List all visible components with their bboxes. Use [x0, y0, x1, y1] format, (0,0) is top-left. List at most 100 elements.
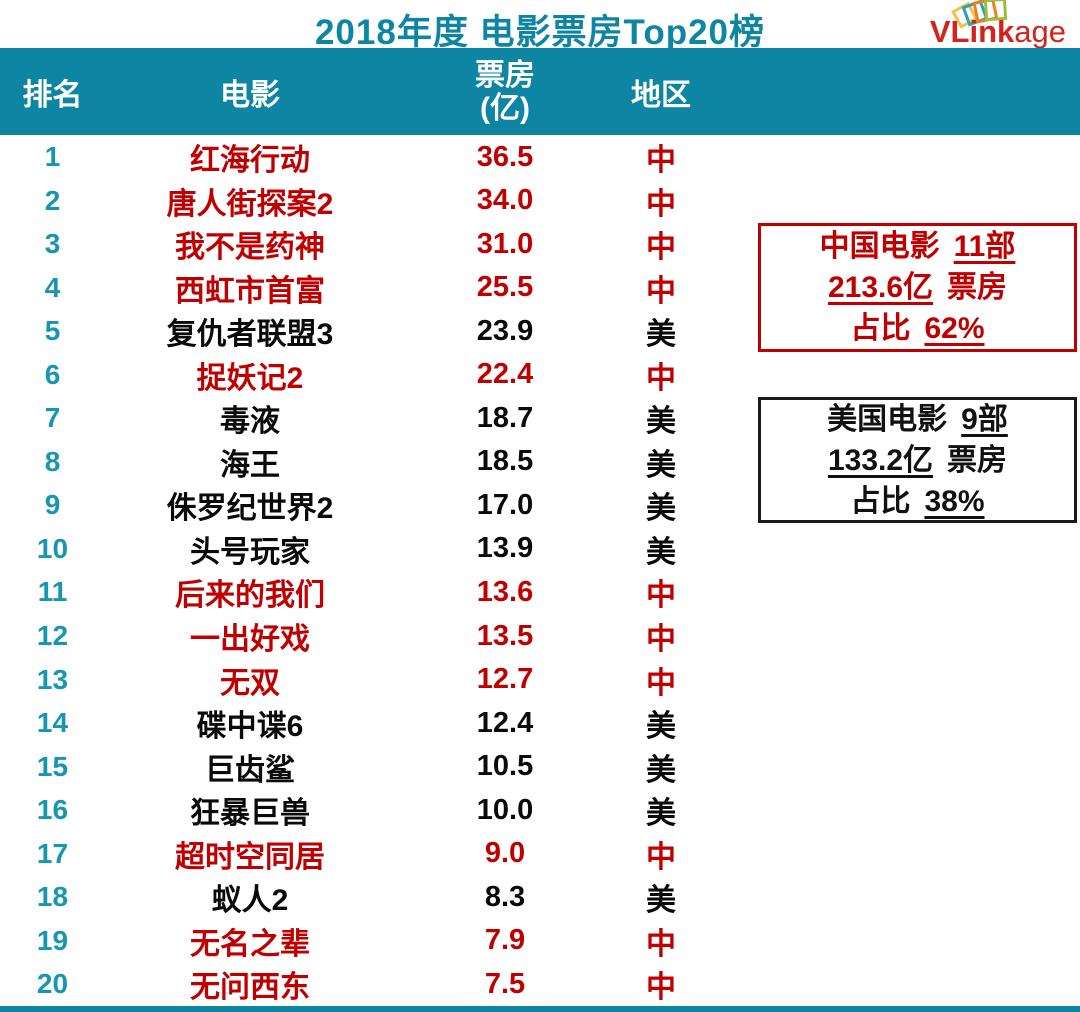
boxoffice-cell: 7.5 — [484, 967, 526, 1000]
header-boxoffice-line1: 票房 — [475, 58, 535, 92]
movie-cell: 一出好戏 — [190, 623, 310, 657]
table-row: 17 超时空同居 9.0 中 — [0, 832, 1080, 876]
region-cell: 美 — [646, 492, 676, 526]
movie-cell: 无问西东 — [190, 971, 310, 1005]
page-title: 2018年度 电影票房Top20榜 — [314, 13, 766, 52]
region-cell: 中 — [646, 187, 676, 221]
rank-cell: 19 — [36, 924, 69, 956]
table-row: 12 一出好戏 13.5 中 — [0, 614, 1080, 658]
bottom-accent-bar — [0, 1006, 1080, 1012]
usa-count: 9部 — [961, 402, 1008, 436]
header-rank: 排名 — [22, 78, 83, 112]
boxoffice-cell: 25.5 — [476, 271, 534, 304]
region-cell: 中 — [646, 927, 676, 961]
movie-cell: 毒液 — [220, 405, 280, 439]
usa-summary-line2: 133.2亿 票房 — [827, 443, 1008, 477]
boxoffice-cell: 12.7 — [476, 663, 534, 696]
region-cell: 中 — [646, 144, 676, 177]
china-summary-box: 中国电影 11部 213.6亿 票房 占比 62% — [758, 223, 1077, 352]
region-cell: 美 — [646, 318, 676, 352]
logo-text-bold: VLink — [929, 14, 1015, 49]
movie-cell: 蚁人2 — [211, 884, 289, 918]
movie-cell: 我不是药神 — [175, 231, 325, 265]
boxoffice-cell: 7.9 — [484, 924, 526, 957]
movie-cell: 后来的我们 — [175, 579, 325, 613]
table-row: 11 后来的我们 13.6 中 — [0, 570, 1080, 614]
rank-cell: 4 — [44, 271, 61, 303]
usa-summary-line3: 占比 38% — [850, 484, 985, 518]
movie-cell: 西虹市首富 — [175, 274, 325, 308]
table-row: 7 毒液 18.7 美 — [0, 396, 1080, 440]
table-row: 15 巨齿鲨 10.5 美 — [0, 745, 1080, 789]
rank-cell: 18 — [36, 881, 69, 913]
rank-cell: 20 — [36, 968, 69, 1000]
stacked-cards-icon — [951, 0, 1008, 29]
table-row: 13 无双 12.7 中 — [0, 658, 1080, 702]
boxoffice-cell: 18.5 — [476, 445, 534, 478]
rank-cell: 11 — [37, 576, 68, 608]
rank-cell: 12 — [36, 620, 69, 652]
movie-cell: 超时空同居 — [175, 840, 325, 874]
region-cell: 美 — [646, 405, 676, 439]
region-cell: 美 — [646, 448, 676, 482]
rank-cell: 10 — [36, 532, 69, 564]
movie-cell: 红海行动 — [190, 144, 310, 177]
movie-cell: 侏罗纪世界2 — [166, 492, 334, 526]
boxoffice-cell: 23.9 — [476, 314, 534, 347]
table-row: 1 红海行动 36.5 中 — [0, 135, 1080, 179]
usa-total: 133.2亿 — [827, 443, 934, 477]
rank-cell: 7 — [44, 402, 61, 434]
region-cell: 美 — [646, 797, 676, 831]
boxoffice-cell: 18.7 — [476, 401, 534, 434]
boxoffice-cell: 12.4 — [476, 706, 534, 739]
logo-text: VLinkage — [930, 14, 1066, 50]
vlinkage-logo: VLinkage — [896, 0, 1066, 50]
rank-cell: 2 — [44, 184, 61, 216]
boxoffice-cell: 36.5 — [476, 140, 534, 173]
boxoffice-cell: 34.0 — [476, 184, 534, 217]
region-cell: 美 — [646, 535, 676, 569]
region-cell: 中 — [646, 666, 676, 700]
region-cell: 美 — [646, 753, 676, 787]
usa-share: 38% — [924, 484, 985, 518]
movie-cell: 无名之辈 — [190, 927, 310, 961]
usa-summary-line1: 美国电影 9部 — [827, 402, 1008, 436]
movie-cell: 捉妖记2 — [196, 361, 304, 395]
boxoffice-cell: 8.3 — [484, 880, 526, 913]
boxoffice-cell: 22.4 — [476, 358, 534, 391]
boxoffice-cell: 13.6 — [476, 575, 534, 608]
region-cell: 中 — [646, 579, 676, 613]
china-share: 62% — [924, 312, 985, 345]
table-row: 8 海王 18.5 美 — [0, 440, 1080, 484]
rank-cell: 5 — [44, 315, 61, 347]
region-cell: 中 — [646, 971, 676, 1005]
table-header-row: 排名 电影 票房 (亿) 地区 — [0, 48, 1080, 135]
table-row: 14 碟中谍6 12.4 美 — [0, 701, 1080, 745]
rank-cell: 16 — [36, 794, 69, 826]
rank-cell: 8 — [44, 445, 61, 477]
movie-cell: 头号玩家 — [190, 535, 310, 569]
boxoffice-cell: 10.0 — [476, 793, 534, 826]
movie-cell: 无双 — [220, 666, 280, 700]
table-row: 3 我不是药神 31.0 中 — [0, 222, 1080, 266]
rank-cell: 9 — [44, 489, 61, 521]
china-total: 213.6亿 — [827, 271, 934, 304]
header-movie: 电影 — [220, 78, 280, 112]
region-cell: 中 — [646, 840, 676, 874]
rank-cell: 14 — [36, 707, 69, 739]
boxoffice-cell: 17.0 — [476, 488, 534, 521]
table-row: 5 复仇者联盟3 23.9 美 — [0, 309, 1080, 353]
header-boxoffice: 票房 (亿) — [395, 59, 615, 125]
movie-cell: 海王 — [220, 448, 280, 482]
rank-cell: 6 — [44, 358, 61, 390]
table-row: 20 无问西东 7.5 中 — [0, 962, 1080, 1006]
region-cell: 中 — [646, 361, 676, 395]
rank-cell: 15 — [36, 750, 69, 782]
region-cell: 中 — [646, 623, 676, 657]
movie-cell: 巨齿鲨 — [205, 753, 295, 787]
rank-cell: 17 — [36, 837, 69, 869]
usa-summary-box: 美国电影 9部 133.2亿 票房 占比 38% — [758, 397, 1077, 523]
table-row: 9 侏罗纪世界2 17.0 美 — [0, 483, 1080, 527]
table-row: 10 头号玩家 13.9 美 — [0, 527, 1080, 571]
header-boxoffice-line2: (亿) — [480, 91, 530, 125]
